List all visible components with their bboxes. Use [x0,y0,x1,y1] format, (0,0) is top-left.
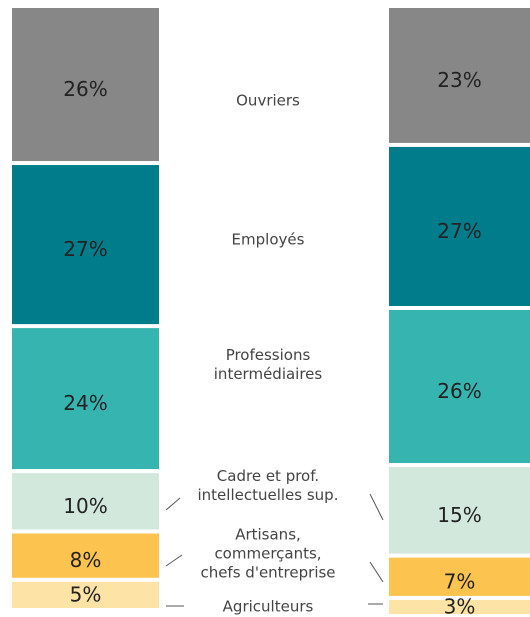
data-label: 23% [437,68,481,92]
bar-segment [389,8,530,143]
series-name: Artisans, commerçants, chefs d'entrepris… [200,525,336,582]
series-name: Professions intermédiaires [213,346,323,383]
bar-segment [12,581,159,608]
data-label: 10% [63,494,107,518]
data-label: 26% [63,77,107,101]
data-label: 8% [70,548,102,572]
bar-segment [12,328,159,470]
connectors [165,493,384,607]
data-label: 27% [63,237,107,261]
series-name: Agriculteurs [222,597,314,616]
bar-segment [389,310,530,464]
bar-segment [12,473,159,530]
data-label: 15% [437,503,481,527]
bar-segment [389,599,530,615]
data-label: 27% [437,219,481,243]
bar-segment [389,557,530,596]
series-name: Employés [231,230,305,249]
bar-segment [12,165,159,325]
data-label: 5% [70,582,102,606]
series-name: Ouvriers [236,91,300,110]
bar-segment [12,533,159,578]
data-label: 7% [444,569,476,593]
data-label: 3% [444,594,476,617]
data-label: 26% [437,379,481,403]
data-label: 24% [63,391,107,415]
series-name: Cadre et prof. intellectuelles sup. [197,467,339,504]
bar-segment [389,146,530,306]
bar-segment [12,8,159,162]
bar-segment [389,467,530,554]
